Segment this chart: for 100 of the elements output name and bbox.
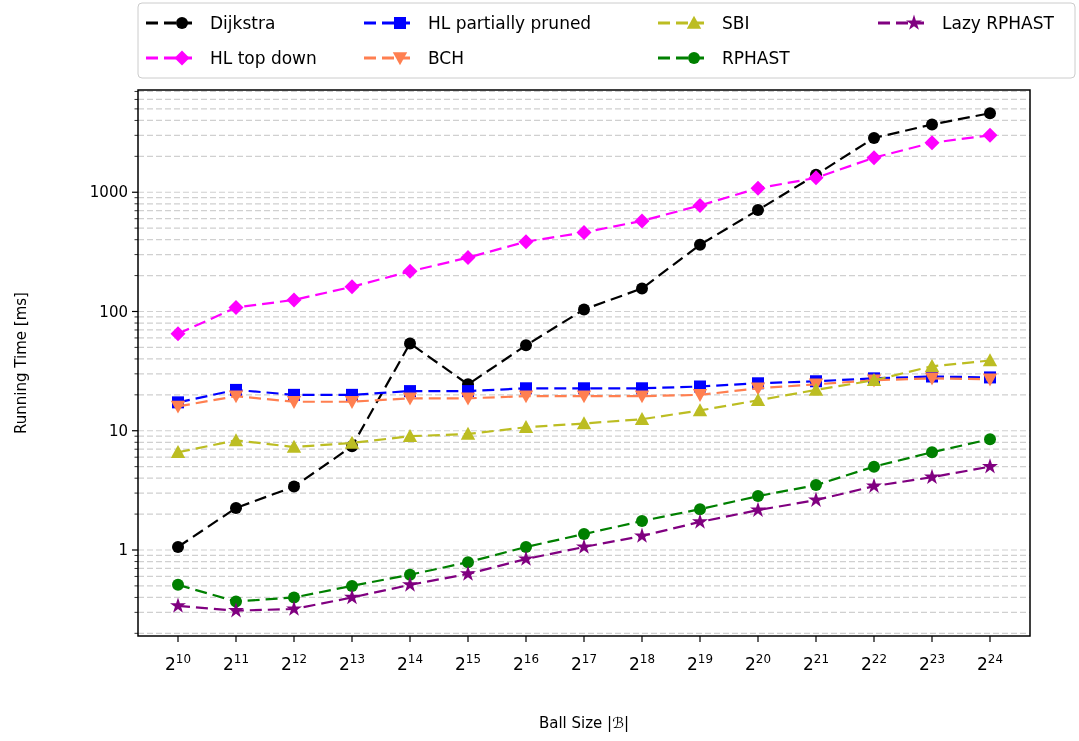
point: [634, 213, 650, 229]
point: [228, 602, 244, 618]
legend-label: RPHAST: [722, 47, 791, 68]
point: [634, 390, 650, 404]
point: [634, 527, 650, 543]
point: [170, 445, 186, 459]
point: [924, 359, 940, 373]
point: [460, 392, 476, 406]
point: [694, 238, 706, 251]
x-tick-label: 2$^{11}$: [223, 652, 249, 674]
point: [926, 118, 938, 131]
x-tick-label: 2$^{21}$: [803, 652, 829, 674]
point: [982, 353, 998, 367]
point: [924, 468, 940, 484]
point: [578, 303, 590, 316]
point: [692, 389, 708, 403]
point: [518, 420, 534, 433]
y-tick-label: 100: [99, 302, 128, 321]
point: [288, 591, 300, 604]
point: [694, 503, 706, 516]
point: [868, 132, 880, 144]
y-tick-label: 1000: [89, 183, 128, 202]
point: [286, 600, 302, 616]
point: [402, 392, 418, 406]
x-tick-label: 2$^{18}$: [629, 652, 655, 674]
point: [402, 263, 418, 279]
point: [518, 234, 534, 250]
x-tick-label: 2$^{23}$: [919, 652, 945, 674]
point: [170, 326, 186, 342]
x-tick-label: 2$^{20}$: [745, 652, 771, 674]
point: [752, 203, 764, 216]
x-tick-label: 2$^{16}$: [513, 652, 539, 674]
point: [576, 390, 592, 404]
point: [982, 127, 998, 143]
point: [810, 479, 822, 492]
point: [808, 382, 824, 396]
point: [344, 589, 360, 605]
point: [984, 433, 996, 446]
point: [230, 595, 242, 608]
y-tick-label: 1: [118, 541, 128, 560]
point: [228, 300, 244, 315]
point: [346, 579, 358, 592]
point: [460, 426, 476, 440]
legend-label: BCH: [428, 47, 465, 68]
point: [288, 480, 300, 493]
point: [692, 403, 708, 417]
point: [402, 576, 418, 592]
point: [634, 411, 650, 425]
point: [404, 337, 416, 350]
x-tick-label: 2$^{14}$: [397, 652, 423, 674]
point: [866, 477, 882, 493]
point: [402, 429, 418, 442]
legend-label: SBI: [722, 12, 750, 33]
x-tick-label: 2$^{19}$: [687, 652, 713, 674]
x-tick-label: 2$^{24}$: [977, 652, 1003, 674]
point: [636, 515, 648, 527]
point: [750, 393, 766, 407]
point: [808, 170, 824, 186]
point: [692, 513, 708, 529]
y-axis-title: Running Time [ms]: [12, 292, 30, 434]
point: [172, 578, 184, 591]
x-tick-label: 2$^{22}$: [861, 652, 887, 674]
point: [404, 568, 416, 581]
point: [460, 250, 476, 266]
x-tick-label: 2$^{17}$: [571, 652, 597, 674]
legend-label: Dijkstra: [210, 12, 276, 33]
point: [344, 396, 360, 409]
point: [578, 528, 590, 541]
point: [230, 502, 242, 514]
legend-label: Lazy RPHAST: [942, 12, 1055, 33]
point: [750, 180, 766, 196]
point: [984, 107, 996, 120]
x-tick-label: 2$^{12}$: [281, 652, 307, 674]
point: [286, 396, 302, 409]
x-axis-title: Ball Size |ℬ|: [538, 714, 630, 732]
point: [228, 390, 244, 404]
point: [170, 597, 186, 613]
point: [460, 565, 476, 581]
point: [520, 339, 532, 352]
point: [868, 460, 880, 473]
x-tick-label: 2$^{15}$: [455, 652, 481, 674]
point: [750, 501, 766, 517]
y-tick-label: 10: [108, 421, 128, 440]
x-tick-label: 2$^{10}$: [165, 652, 191, 674]
legend-label: HL partially pruned: [428, 12, 592, 33]
point: [636, 282, 648, 295]
point: [344, 435, 360, 449]
point: [286, 292, 302, 308]
point: [924, 135, 940, 151]
point: [518, 550, 534, 566]
legend-label: HL top down: [210, 47, 317, 68]
point: [170, 400, 186, 414]
point: [520, 540, 532, 553]
point: [228, 433, 244, 447]
point: [576, 416, 592, 430]
point: [462, 556, 474, 569]
point: [982, 458, 998, 474]
point: [518, 390, 534, 404]
point: [692, 197, 708, 213]
point: [576, 224, 592, 240]
